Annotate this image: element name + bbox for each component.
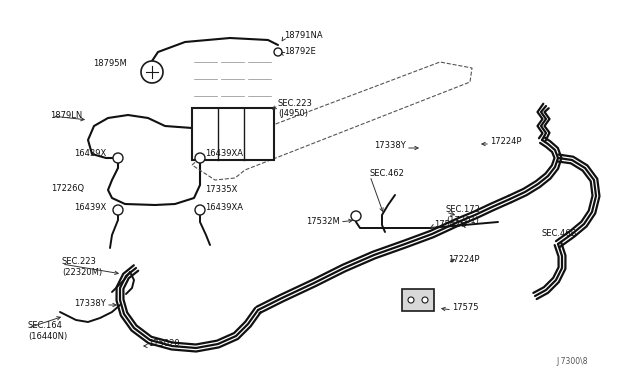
Text: 16439X: 16439X bbox=[74, 203, 106, 212]
Circle shape bbox=[274, 48, 282, 56]
Text: SEC.164: SEC.164 bbox=[28, 321, 63, 330]
Text: 17532M: 17532M bbox=[307, 218, 340, 227]
Circle shape bbox=[113, 205, 123, 215]
Circle shape bbox=[408, 297, 414, 303]
Text: (22320M): (22320M) bbox=[62, 267, 102, 276]
Text: 17338Y: 17338Y bbox=[74, 298, 106, 308]
Text: SEC.462: SEC.462 bbox=[370, 170, 405, 179]
Bar bbox=[402, 289, 434, 311]
Text: 17502Q: 17502Q bbox=[434, 219, 467, 228]
Circle shape bbox=[141, 61, 163, 83]
Text: 18791NA: 18791NA bbox=[284, 32, 323, 41]
Text: 1879LN: 1879LN bbox=[50, 112, 83, 121]
Text: 18795M: 18795M bbox=[93, 58, 127, 67]
Text: 17575: 17575 bbox=[452, 304, 479, 312]
Circle shape bbox=[195, 205, 205, 215]
Text: 17335X: 17335X bbox=[205, 186, 237, 195]
Text: (16440N): (16440N) bbox=[28, 331, 67, 340]
Circle shape bbox=[195, 153, 205, 163]
Text: (J4950): (J4950) bbox=[278, 109, 308, 118]
Text: 16439X: 16439X bbox=[74, 148, 106, 157]
Text: (17201): (17201) bbox=[446, 215, 479, 224]
Text: SEC.223: SEC.223 bbox=[278, 99, 313, 108]
Bar bbox=[192, 108, 274, 160]
Text: J 7300\8: J 7300\8 bbox=[556, 357, 588, 366]
Text: SEC.223: SEC.223 bbox=[62, 257, 97, 266]
Text: 17224P: 17224P bbox=[448, 256, 479, 264]
Circle shape bbox=[422, 297, 428, 303]
Text: 17226Q: 17226Q bbox=[51, 183, 84, 192]
Text: 17338Y: 17338Y bbox=[374, 141, 406, 151]
Circle shape bbox=[113, 153, 123, 163]
Circle shape bbox=[351, 211, 361, 221]
Text: 18792E: 18792E bbox=[284, 48, 316, 57]
Text: 175020: 175020 bbox=[148, 340, 180, 349]
Text: 16439XA: 16439XA bbox=[205, 203, 243, 212]
Text: SEC.172: SEC.172 bbox=[446, 205, 481, 215]
Text: SEC.46B: SEC.46B bbox=[542, 230, 577, 238]
Text: 16439XA: 16439XA bbox=[205, 148, 243, 157]
Text: 17224P: 17224P bbox=[490, 138, 522, 147]
